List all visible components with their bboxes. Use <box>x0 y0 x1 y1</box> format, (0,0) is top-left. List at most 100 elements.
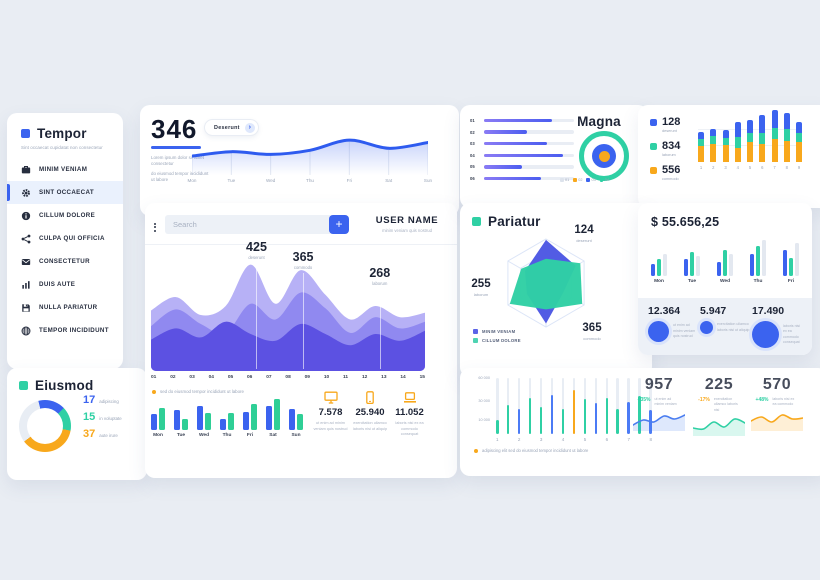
bottom-x-label: 4 <box>561 437 565 442</box>
sparkline-chart <box>750 408 804 436</box>
legend-dot-icon <box>474 448 478 453</box>
stacked-x-label: 5 <box>748 165 752 170</box>
sidebar-item-duis-aute[interactable]: DUIS AUTE <box>7 273 123 296</box>
money-title: $ 55.656,25 <box>651 215 720 229</box>
laborum-segment <box>734 137 741 148</box>
x-axis-label: 01 <box>151 375 157 380</box>
magna-progress-fill <box>484 118 552 123</box>
green-bar <box>723 250 727 276</box>
stacked-bar <box>783 113 790 162</box>
device-value: 11.052 <box>395 407 424 418</box>
magna-progress-track <box>484 153 574 158</box>
overview-day-label: Sun <box>423 178 433 183</box>
eiusmod-card: Eiusmod 17 adipiscing 15 in voluptate 37 aute… <box>7 368 147 480</box>
money-bars <box>717 239 733 276</box>
money-stat-row: laboris nisi ex ea commodo consequat <box>752 321 802 348</box>
legend-square-icon <box>599 178 604 182</box>
area-marker-label: 425 deserunt <box>231 241 281 260</box>
search-input[interactable] <box>165 215 333 234</box>
bottom-stat-caption: exercitation ullamco laboris nisi <box>713 397 738 412</box>
magna-progress-row: 01 <box>470 118 574 123</box>
blue-bar <box>174 410 180 430</box>
radar-label-laborum: 255 laborum <box>471 278 491 297</box>
magna-row-label: 04 <box>470 152 475 158</box>
stacked-x-label: 6 <box>761 165 764 170</box>
magna-progress-row: 06 <box>470 176 574 181</box>
stacked-bar <box>698 132 704 162</box>
bottom-stat-value: 957 <box>644 376 674 393</box>
sidebar-item-consectetur[interactable]: CONSECTETUR <box>7 250 123 273</box>
stacked-legend-row: 834 laborum <box>650 141 680 157</box>
bottom-bar-track <box>496 378 499 434</box>
money-bar-group: Thu <box>750 239 766 284</box>
sidebar-subtitle: Sint occaecat cupidatat non consectetur <box>21 145 103 150</box>
kebab-menu-icon[interactable] <box>153 221 157 233</box>
sidebar-item-tempor-incididunt[interactable]: TEMPOR INCIDIDUNT <box>7 319 123 342</box>
money-bar-group: Tue <box>684 239 700 284</box>
overview-card: 346 Lorem ipsum dolor sit amet consectet… <box>140 105 459 216</box>
chevron-right-icon: › <box>244 122 255 133</box>
bottom-bar-track <box>605 378 609 434</box>
user-name: USER NAME <box>375 215 439 226</box>
bottom-bar-chart <box>496 378 652 434</box>
header-divider <box>145 244 457 245</box>
sparkline-chart <box>632 408 686 436</box>
sidebar-item-cillum-dolore[interactable]: CILLUM DOLORE <box>7 204 123 227</box>
gray-bar <box>762 240 766 276</box>
area-marker-line <box>256 263 258 369</box>
sidebar-item-minim-veniam[interactable]: MINIM VENIAM <box>7 158 123 181</box>
eiusmod-donut-chart <box>19 400 71 452</box>
bottom-x-label: 5 <box>583 437 587 442</box>
pariatur-legend-row: CILLUM DOLORE <box>473 338 521 343</box>
laborum-segment <box>710 136 717 144</box>
commodo-segment <box>747 142 753 162</box>
magna-progress-fill <box>484 153 564 158</box>
pariatur-header: Pariatur <box>472 214 640 229</box>
user-profile[interactable]: USER NAME minim veniam quis nostrud <box>367 215 447 233</box>
money-stat-row: ut enim ad minim veniam quis nostrud <box>648 321 698 342</box>
stacked-legend-label: commodo <box>662 177 679 181</box>
magna-progress-track <box>484 176 574 181</box>
sidebar-item-culpa-qui-officia[interactable]: CULPA QUI OFFICIA <box>7 227 123 250</box>
stacked-bar <box>722 130 729 162</box>
money-bar-group: Wed <box>717 239 733 284</box>
area-chart-layers <box>151 259 425 371</box>
x-axis-label: 10 <box>323 375 330 380</box>
stacked-x-label: 2 <box>712 165 715 170</box>
green-bar <box>251 404 257 430</box>
sidebar-item-sint-occaecat[interactable]: SINT OCCAECAT <box>7 181 123 204</box>
money-bar-label: Fri <box>787 279 795 284</box>
week-bar-group: Wed <box>197 399 211 438</box>
deserunt-dropdown-button[interactable]: Deserunt › <box>204 119 259 136</box>
bottom-legend-text: adipiscing elit sed do eiusmod tempor in… <box>482 448 589 453</box>
bottom-x-label: 3 <box>539 437 543 442</box>
money-stat: 17.490 laboris nisi ex ea commodo consequ… <box>752 305 802 355</box>
stacked-legend-label: laborum <box>662 153 676 157</box>
week-bars <box>197 399 211 430</box>
pariatur-legend-label: CILLUM DOLORE <box>482 338 521 343</box>
legend-square-icon <box>650 143 657 150</box>
overview-day-label: Thu <box>306 178 314 183</box>
magna-legend-label: 02 <box>578 178 583 182</box>
blue-bar <box>651 264 655 276</box>
eiusmod-legend-row: 17 adipiscing <box>83 394 122 406</box>
overview-day-label: Wed <box>265 178 276 183</box>
area-marker-value: 268 <box>369 266 391 280</box>
bottom-bar-track <box>561 378 565 434</box>
bottom-stat-row: +48% laboris nisi ex ea commodo <box>750 397 804 408</box>
bottom-x-label: 6 <box>605 437 609 442</box>
money-bars <box>684 239 700 276</box>
money-card: $ 55.656,25 Mon Tue Wed Thu Fri 12.364 ut eni… <box>638 203 812 355</box>
deserunt-segment <box>759 115 766 133</box>
deserunt-segment <box>747 120 753 133</box>
add-button[interactable]: + <box>329 215 349 234</box>
blue-bar <box>220 419 226 430</box>
sidebar-item-nulla-pariatur[interactable]: NULLA PARIATUR <box>7 296 123 319</box>
blue-bar <box>717 262 721 276</box>
stacked-x-label: 9 <box>797 165 801 170</box>
commodo-segment <box>759 144 766 162</box>
overview-description: Lorem ipsum dolor sit amet consectetur d… <box>151 155 213 184</box>
eiusmod-header: Eiusmod <box>19 378 135 393</box>
green-bar <box>205 413 211 430</box>
gray-bar <box>663 254 667 276</box>
